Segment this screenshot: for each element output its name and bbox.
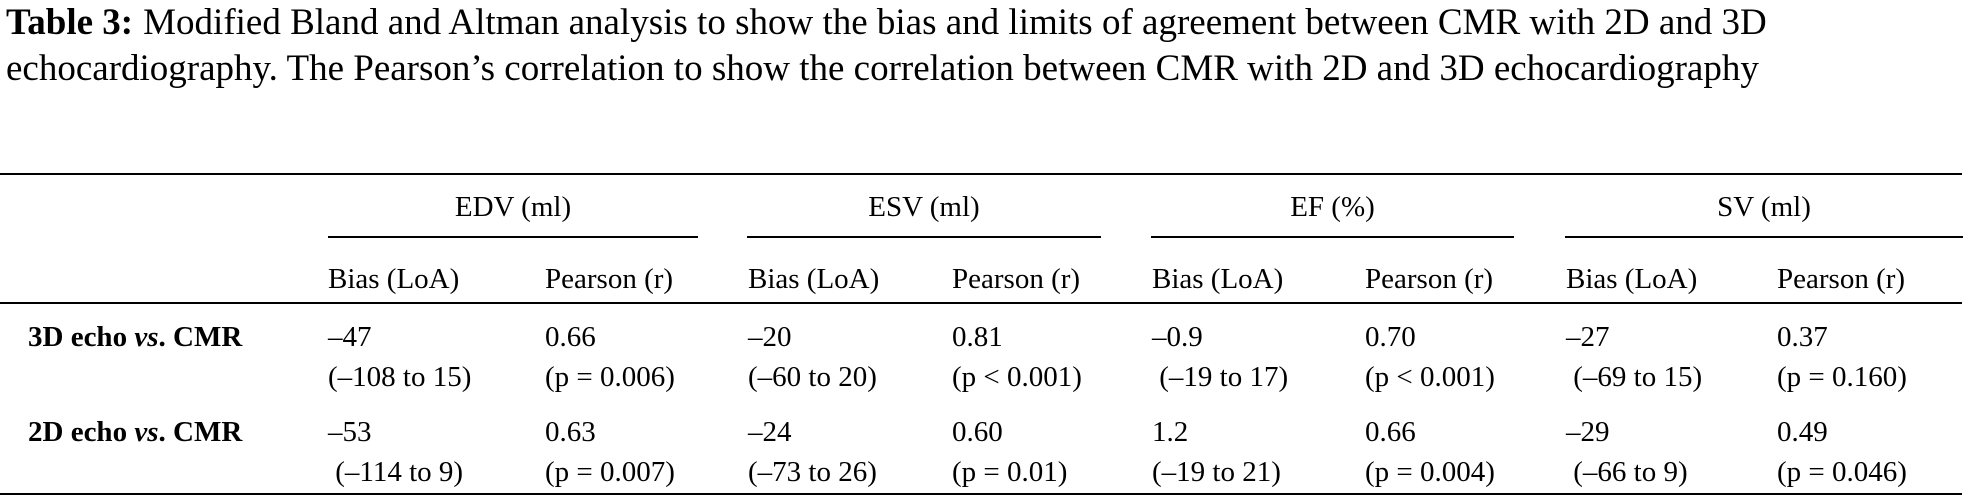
subheader-edv-bias: Bias (LoA)	[328, 263, 460, 295]
group-rule-sv	[1565, 236, 1963, 238]
table-cell: –24 (–73 to 26)	[748, 416, 877, 488]
subheader-ef-pearson: Pearson (r)	[1365, 263, 1494, 295]
group-rule-edv	[328, 236, 698, 238]
table-cell: 0.66 (p = 0.004)	[1365, 416, 1495, 488]
subheader-edv-pearson: Pearson (r)	[545, 263, 674, 295]
row-label-3d-echo: 3D echo vs. CMR	[28, 321, 243, 353]
group-rule-ef	[1151, 236, 1514, 238]
table-cell: –0.9 (–19 to 17)	[1152, 321, 1289, 393]
table-cell: 0.81 (p < 0.001)	[952, 321, 1082, 393]
group-header-sv: SV (ml)	[1717, 191, 1811, 223]
table-cell: 0.66 (p = 0.006)	[545, 321, 675, 393]
table-cell: 0.70 (p < 0.001)	[1365, 321, 1495, 393]
table-cell: 0.37 (p = 0.160)	[1777, 321, 1907, 393]
group-header-ef: EF (%)	[1290, 191, 1375, 223]
caption-text: Modified Bland and Altman analysis to sh…	[6, 2, 1767, 89]
table-cell: –29 (–66 to 9)	[1566, 416, 1688, 488]
subheader-esv-bias: Bias (LoA)	[748, 263, 880, 295]
header-rule	[0, 302, 1962, 304]
group-rule-esv	[747, 236, 1101, 238]
table-cell: 0.63 (p = 0.007)	[545, 416, 675, 488]
table-cell: 0.60 (p = 0.01)	[952, 416, 1068, 488]
bottom-rule	[0, 493, 1962, 495]
table-cell: –27 (–69 to 15)	[1566, 321, 1703, 393]
table-cell: 1.2 (–19 to 21)	[1152, 416, 1281, 488]
group-header-edv: EDV (ml)	[454, 191, 572, 223]
table-cell: 0.49 (p = 0.046)	[1777, 416, 1907, 488]
group-header-esv: ESV (ml)	[868, 191, 980, 223]
table-cell: –20 (–60 to 20)	[748, 321, 877, 393]
table-caption: Table 3: Modified Bland and Altman analys…	[6, 0, 1964, 92]
table-label: Table 3:	[6, 2, 134, 43]
subheader-esv-pearson: Pearson (r)	[952, 263, 1081, 295]
row-label-2d-echo: 2D echo vs. CMR	[28, 416, 243, 448]
subheader-sv-pearson: Pearson (r)	[1777, 263, 1906, 295]
table-cell: –53 (–114 to 9)	[328, 416, 464, 488]
subheader-ef-bias: Bias (LoA)	[1152, 263, 1284, 295]
top-rule	[0, 173, 1962, 175]
table-cell: –47 (–108 to 15)	[328, 321, 472, 393]
subheader-sv-bias: Bias (LoA)	[1566, 263, 1698, 295]
